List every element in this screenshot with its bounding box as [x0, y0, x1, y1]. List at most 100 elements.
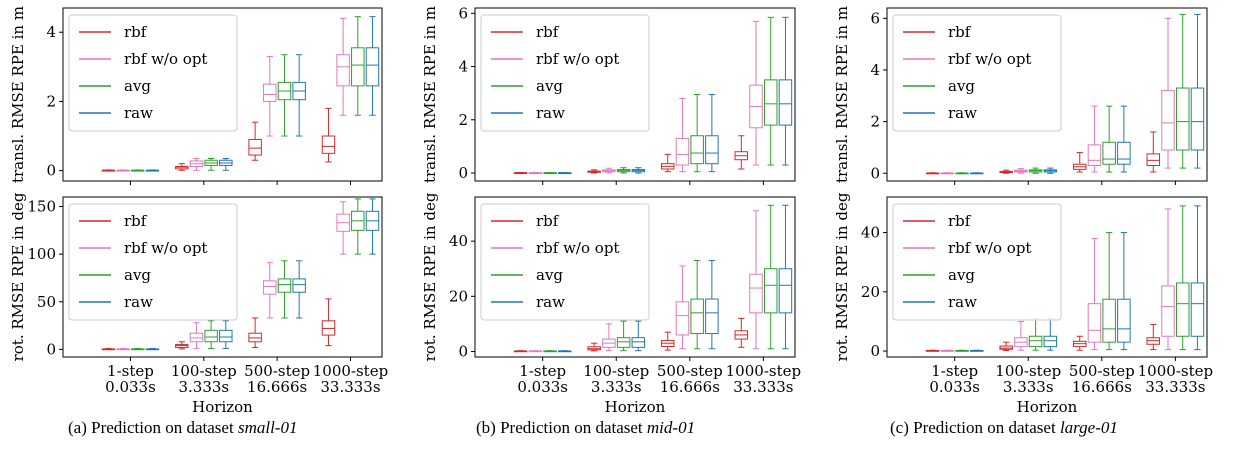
- box: [1175, 282, 1190, 337]
- box: [749, 273, 763, 314]
- box: [1028, 335, 1043, 348]
- box: [690, 135, 704, 165]
- box: [705, 298, 719, 335]
- x-tick-label: 100-step 3.333s: [995, 362, 1061, 396]
- legend-frame: [68, 203, 238, 321]
- box: [1087, 144, 1102, 167]
- legend-frame: [68, 14, 238, 132]
- legend-label: avg: [536, 266, 563, 284]
- box: [1146, 153, 1161, 167]
- box: [365, 47, 380, 87]
- box: [631, 337, 646, 348]
- y-tick-label: 100: [27, 245, 56, 263]
- legend: rbf rbf w/o opt avg raw: [480, 203, 650, 321]
- axes-frame: [62, 7, 383, 182]
- x-axis-label: Horizon: [605, 398, 666, 416]
- x-axis-label: Horizon: [1017, 398, 1078, 416]
- series-raw: [969, 205, 1205, 352]
- x-tick-label: 1000-step 33.333s: [1138, 362, 1213, 396]
- axes-frame: [62, 196, 383, 358]
- box: [1190, 87, 1205, 151]
- y-tick-label: 20: [449, 287, 468, 305]
- x-tick-label: 1000-step 33.333s: [313, 362, 388, 396]
- x-tick-label: 500-step 16.666s: [657, 362, 723, 396]
- series-rbf-w-o-opt: [940, 208, 1175, 352]
- box: [675, 137, 690, 166]
- y-tick-label: 4: [46, 23, 56, 41]
- y-tick-label: 6: [458, 4, 468, 22]
- x-tick-label: 500-step 16.666s: [244, 362, 310, 396]
- box: [763, 268, 778, 314]
- y-tick-label: 0: [870, 164, 880, 182]
- legend-label: avg: [948, 77, 975, 95]
- series-rbf: [513, 135, 749, 175]
- series-rbf-w-o-opt: [116, 201, 350, 351]
- legend-frame: [480, 14, 650, 132]
- y-tick-label: 40: [449, 232, 468, 250]
- series-avg: [955, 205, 1190, 352]
- box: [1161, 90, 1175, 151]
- caption-dataset: large-01: [1059, 418, 1118, 437]
- box: [1102, 141, 1116, 165]
- y-tick-label: 6: [870, 9, 880, 27]
- legend-label: rbf: [948, 23, 972, 41]
- box: [219, 329, 233, 343]
- box: [778, 268, 793, 314]
- legend-label: rbf w/o opt: [536, 239, 619, 257]
- y-tick-label: 40: [861, 224, 880, 242]
- series-avg: [131, 198, 365, 351]
- legend-label: rbf w/o opt: [124, 239, 207, 257]
- y-tick-label: 4: [458, 58, 468, 76]
- x-tick-label: 100-step 3.333s: [171, 362, 237, 396]
- box: [321, 135, 336, 154]
- box: [778, 79, 793, 126]
- box: [1190, 282, 1205, 337]
- legend-label: raw: [124, 104, 153, 122]
- series-rbf-w-o-opt: [940, 17, 1175, 175]
- legend-label: avg: [948, 266, 975, 284]
- y-tick-label: 2: [46, 92, 56, 110]
- y-axis-label: rot. RMSE RPE in deg: [833, 192, 851, 361]
- y-tick-label: 0: [46, 162, 56, 180]
- legend-label: rbf: [536, 212, 560, 230]
- legend: rbf rbf w/o opt avg raw: [480, 14, 650, 132]
- series-rbf-w-o-opt: [116, 17, 350, 172]
- caption-dataset: mid-01: [646, 418, 696, 437]
- y-tick-label: 0: [458, 164, 468, 182]
- series-avg: [955, 13, 1190, 175]
- legend-label: avg: [124, 266, 151, 284]
- legend: rbf rbf w/o opt avg raw: [68, 203, 238, 321]
- series-rbf: [513, 317, 749, 353]
- y-tick-label: 2: [458, 111, 468, 129]
- x-tick-label: 1-step 0.033s: [929, 362, 980, 396]
- box: [263, 83, 277, 102]
- box: [1161, 285, 1175, 337]
- y-axis-label: transl. RMSE RPE in m: [9, 6, 27, 183]
- series-raw: [145, 198, 380, 351]
- x-tick-label: 100-step 3.333s: [583, 362, 649, 396]
- box: [616, 337, 631, 348]
- box: [705, 135, 719, 165]
- series-raw: [557, 16, 793, 175]
- box: [336, 54, 350, 87]
- box: [248, 138, 262, 156]
- box: [277, 278, 292, 293]
- x-tick-label: 1000-step 33.333s: [726, 362, 801, 396]
- legend-label: rbf w/o opt: [124, 50, 207, 68]
- box: [1117, 298, 1131, 343]
- subplot-small-01-translation: 0 2 4 transl. RMSE RPE in m rbf rbf w/o opt av…: [9, 6, 383, 185]
- legend: rbf rbf w/o opt avg raw: [68, 14, 238, 132]
- box: [1117, 141, 1131, 165]
- series-avg: [131, 16, 365, 172]
- y-axis-label: rot. RMSE RPE in deg: [9, 192, 27, 361]
- box: [1087, 303, 1102, 343]
- y-tick-label: 20: [861, 283, 880, 301]
- caption-large-01: (c) Prediction on dataset large-01: [890, 418, 1118, 437]
- y-tick-label: 0: [46, 340, 56, 358]
- legend-frame: [480, 203, 650, 321]
- legend-label: rbf w/o opt: [948, 239, 1031, 257]
- series-raw: [145, 16, 380, 172]
- legend-label: rbf w/o opt: [948, 50, 1031, 68]
